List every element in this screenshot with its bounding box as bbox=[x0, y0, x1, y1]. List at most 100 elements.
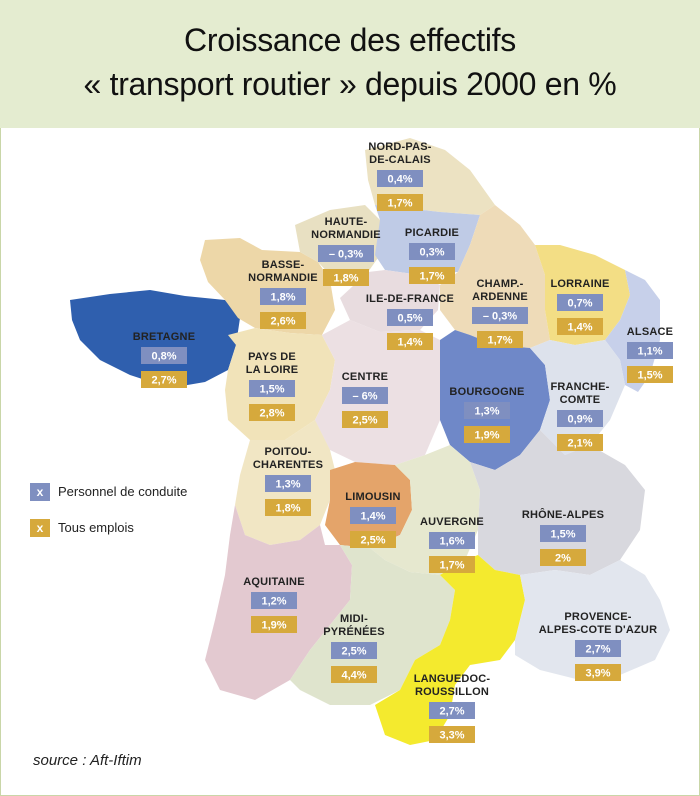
value-conduite-pays-de-la-loire: 1,5% bbox=[259, 384, 284, 396]
region-name-paca-2: ALPES-COTE D'AZUR bbox=[539, 624, 657, 636]
value-box-conduite-pays-de-la-loire bbox=[249, 380, 295, 397]
value-conduite-rhone-alpes: 1,5% bbox=[550, 529, 575, 541]
value-conduite-aquitaine: 1,2% bbox=[261, 596, 286, 608]
region-label-haute-normandie: HAUTE-NORMANDIE – 0,3% 1,8% bbox=[311, 216, 381, 286]
value-box-tous-poitou bbox=[265, 499, 311, 516]
value-box-conduite-auvergne bbox=[429, 532, 475, 549]
region-name-pays-de-la-loire-1: PAYS DE bbox=[248, 351, 296, 363]
value-conduite-nord: 0,4% bbox=[387, 174, 412, 186]
value-box-conduite-franche-comte bbox=[557, 410, 603, 427]
value-conduite-alsace: 1,1% bbox=[637, 346, 662, 358]
value-conduite-auvergne: 1,6% bbox=[439, 536, 464, 548]
france-map: NORD-PAS-DE-CALAIS 0,4% 1,7% PICARDIE 0,3% 1,… bbox=[70, 138, 673, 745]
legend-marker-conduite: x bbox=[30, 483, 50, 501]
region-label-poitou: POITOU-CHARENTES 1,3% 1,8% bbox=[253, 446, 323, 516]
value-box-tous-haute-normandie bbox=[323, 269, 369, 286]
region-name-haute-normandie-2: NORMANDIE bbox=[311, 229, 381, 241]
value-conduite-bourgogne: 1,3% bbox=[474, 406, 499, 418]
region-shape-alsace bbox=[605, 270, 660, 392]
value-tous-centre: 2,5% bbox=[352, 415, 377, 427]
value-tous-pays-de-la-loire: 2,8% bbox=[259, 408, 284, 420]
value-box-conduite-champagne bbox=[472, 307, 528, 324]
value-conduite-centre: – 6% bbox=[352, 391, 377, 403]
region-name-picardie: PICARDIE bbox=[405, 227, 459, 239]
region-name-alsace: ALSACE bbox=[627, 326, 673, 338]
value-conduite-bretagne: 0,8% bbox=[151, 351, 176, 363]
region-label-paca: PROVENCE-ALPES-COTE D'AZUR 2,7% 3,9% bbox=[539, 611, 657, 681]
region-shape-midi-pyrenees bbox=[290, 545, 455, 705]
value-box-conduite-bretagne bbox=[141, 347, 187, 364]
value-tous-alsace: 1,5% bbox=[637, 370, 662, 382]
figure-title: Croissance des effectifs « transport rou… bbox=[0, 18, 700, 106]
value-tous-languedoc: 3,3% bbox=[439, 730, 464, 742]
value-box-conduite-aquitaine bbox=[251, 592, 297, 609]
value-box-conduite-centre bbox=[342, 387, 388, 404]
value-box-tous-lorraine bbox=[557, 318, 603, 335]
value-conduite-languedoc: 2,7% bbox=[439, 706, 464, 718]
value-tous-bretagne: 2,7% bbox=[151, 375, 176, 387]
value-conduite-poitou: 1,3% bbox=[275, 479, 300, 491]
region-name-bretagne: BRETAGNE bbox=[133, 331, 196, 343]
region-label-franche-comte: FRANCHE-COMTE 0,9% 2,1% bbox=[550, 381, 609, 451]
value-box-tous-champagne bbox=[477, 331, 523, 348]
value-conduite-franche-comte: 0,9% bbox=[567, 414, 592, 426]
region-name-nord-2: DE-CALAIS bbox=[369, 154, 431, 166]
value-box-conduite-lorraine bbox=[557, 294, 603, 311]
value-box-conduite-rhone-alpes bbox=[540, 525, 586, 542]
region-name-aquitaine: AQUITAINE bbox=[243, 576, 304, 588]
region-label-aquitaine: AQUITAINE 1,2% 1,9% bbox=[243, 576, 305, 633]
value-box-tous-pays-de-la-loire bbox=[249, 404, 295, 421]
value-box-tous-bourgogne bbox=[464, 426, 510, 443]
region-name-rhone-alpes: RHÔNE-ALPES bbox=[522, 508, 604, 521]
value-box-tous-bretagne bbox=[141, 371, 187, 388]
value-conduite-midi-pyrenees: 2,5% bbox=[341, 646, 366, 658]
region-name-languedoc-1: LANGUEDOC- bbox=[414, 673, 491, 685]
region-label-midi-pyrenees: MIDI-PYRÉNÉES 2,5% 4,4% bbox=[323, 613, 385, 683]
region-label-bourgogne: BOURGOGNE 1,3% 1,9% bbox=[449, 386, 524, 443]
value-tous-basse-normandie: 2,6% bbox=[270, 316, 295, 328]
region-label-languedoc: LANGUEDOC-ROUSSILLON 2,7% 3,3% bbox=[414, 673, 491, 743]
legend-marker-tous: x bbox=[30, 519, 50, 537]
region-shape-limousin bbox=[325, 462, 412, 548]
region-label-champagne: CHAMP.-ARDENNE – 0,3% 1,7% bbox=[472, 278, 528, 348]
region-labels: NORD-PAS-DE-CALAIS 0,4% 1,7% PICARDIE 0,3% 1,… bbox=[133, 141, 673, 743]
region-name-poitou-1: POITOU- bbox=[264, 446, 311, 458]
value-tous-franche-comte: 2,1% bbox=[567, 438, 592, 450]
value-tous-auvergne: 1,7% bbox=[439, 560, 464, 572]
value-box-tous-paca bbox=[575, 664, 621, 681]
region-shape-languedoc bbox=[375, 555, 525, 745]
region-name-champagne-1: CHAMP.- bbox=[476, 278, 523, 290]
region-name-centre: CENTRE bbox=[342, 371, 388, 383]
value-tous-midi-pyrenees: 4,4% bbox=[341, 670, 366, 682]
value-tous-champagne: 1,7% bbox=[487, 335, 512, 347]
region-name-basse-normandie-1: BASSE- bbox=[262, 259, 305, 271]
value-box-tous-centre bbox=[342, 411, 388, 428]
value-box-conduite-picardie bbox=[409, 243, 455, 260]
value-conduite-idf: 0,5% bbox=[397, 313, 422, 325]
value-box-tous-midi-pyrenees bbox=[331, 666, 377, 683]
value-box-conduite-nord bbox=[377, 170, 423, 187]
value-conduite-picardie: 0,3% bbox=[419, 247, 444, 259]
value-tous-limousin: 2,5% bbox=[360, 535, 385, 547]
value-box-conduite-haute-normandie bbox=[318, 245, 374, 262]
region-label-basse-normandie: BASSE-NORMANDIE 1,8% 2,6% bbox=[248, 259, 318, 329]
region-name-nord-1: NORD-PAS- bbox=[368, 141, 431, 153]
region-label-nord: NORD-PAS-DE-CALAIS 0,4% 1,7% bbox=[368, 141, 432, 211]
region-name-midi-pyrenees-2: PYRÉNÉES bbox=[323, 625, 385, 638]
region-label-bretagne: BRETAGNE 0,8% 2,7% bbox=[133, 331, 196, 388]
value-box-conduite-poitou bbox=[265, 475, 311, 492]
value-conduite-limousin: 1,4% bbox=[360, 511, 385, 523]
legend-label-tous: Tous emplois bbox=[58, 520, 134, 535]
value-tous-bourgogne: 1,9% bbox=[474, 430, 499, 442]
region-shape-rhone-alpes bbox=[470, 430, 645, 575]
value-tous-poitou: 1,8% bbox=[275, 503, 300, 515]
region-name-franche-comte-2: COMTE bbox=[560, 394, 601, 406]
value-box-tous-picardie bbox=[409, 267, 455, 284]
region-name-bourgogne: BOURGOGNE bbox=[449, 386, 524, 398]
title-banner: Croissance des effectifs « transport rou… bbox=[0, 0, 700, 128]
region-name-auvergne: AUVERGNE bbox=[420, 516, 484, 528]
value-box-conduite-limousin bbox=[350, 507, 396, 524]
value-box-conduite-bourgogne bbox=[464, 402, 510, 419]
value-tous-nord: 1,7% bbox=[387, 198, 412, 210]
value-tous-idf: 1,4% bbox=[397, 337, 422, 349]
